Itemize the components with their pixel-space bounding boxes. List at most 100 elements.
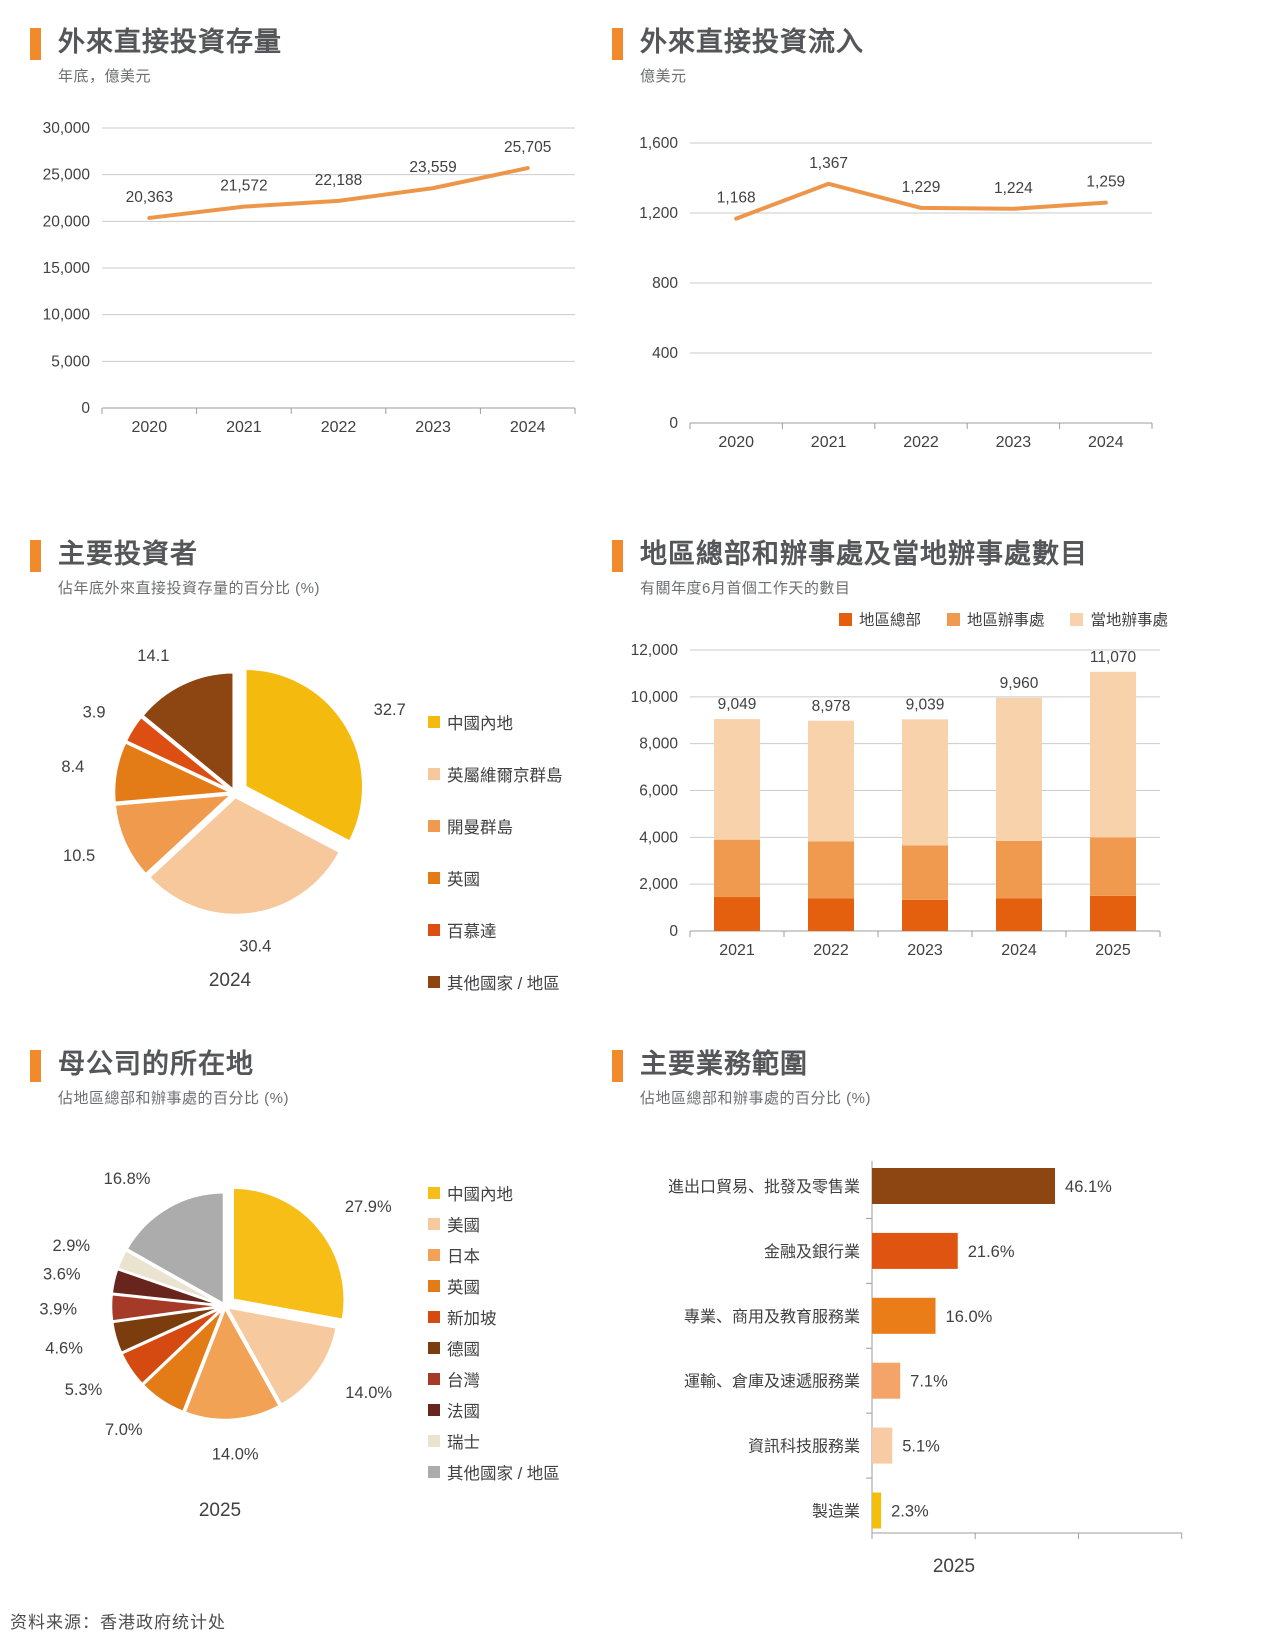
data-point-label: 1,224 <box>994 180 1033 197</box>
chart-title: 地區總部和辦事處及當地辦事處數目 <box>640 539 1088 569</box>
legend-label: 瑞士 <box>447 1434 480 1452</box>
hbar-category-label: 進出口貿易、批發及零售業 <box>668 1178 860 1196</box>
stacked-bar-legend: 地區總部 地區辦事處 當地辦事處 <box>838 608 1168 630</box>
y-tick-label: 30,000 <box>43 120 91 137</box>
x-tick-label: 2024 <box>510 419 546 436</box>
legend-swatch-icon <box>428 716 440 728</box>
title-accent-bar <box>612 28 623 60</box>
pie-slice-label: 3.9 <box>83 703 106 721</box>
legend-item: 地區辦事處 <box>946 608 1044 630</box>
y-tick-label: 20,000 <box>43 213 91 230</box>
panel-header: 主要業務範圍 佔地區總部和辦事處的百分比 (%) <box>612 1048 1240 1108</box>
line-chart-fdi-stock: 0 5,000 10,000 15,000 20,000 25,000 30,000 20,3… <box>30 116 596 466</box>
legend-item: 德國 <box>428 1336 560 1360</box>
legend-label: 開曼群島 <box>447 819 513 837</box>
bar-segment <box>902 845 948 900</box>
hbar <box>872 1232 958 1269</box>
panel-business-lines: 主要業務範圍 佔地區總部和辦事處的百分比 (%) 進出口貿易、批發及零售業 46.… <box>612 1048 1240 1588</box>
bar-segment <box>808 720 854 842</box>
legend-swatch-icon <box>1070 612 1084 626</box>
chart-title: 外來直接投資流入 <box>640 27 864 57</box>
pie-legend: 中國內地 美國 日本 英國 新加坡 德國 台灣 法國 瑞士 其他國家 / 地區 <box>428 1181 560 1491</box>
legend-label: 美國 <box>447 1217 480 1235</box>
y-tick-label: 10,000 <box>43 307 91 324</box>
header-text: 主要投資者 佔年底外來直接投資存量的百分比 (%) <box>58 538 320 598</box>
bar-total-label: 9,049 <box>718 696 757 713</box>
chart-title: 外來直接投資存量 <box>58 27 282 57</box>
pie-slice <box>113 792 234 876</box>
legend-item: 其他國家 / 地區 <box>428 1460 560 1484</box>
pie-slice-label: 2.9% <box>53 1237 91 1255</box>
bar-total-label: 9,039 <box>906 696 945 713</box>
y-tick-label: 10,000 <box>631 689 679 706</box>
hbar-chart-svg: 進出口貿易、批發及零售業 46.1% 金融及銀行業 21.6% 專業、商用及教育服務業 1… <box>668 1161 1183 1539</box>
legend-label: 英屬維爾京群島 <box>447 767 563 785</box>
bar-segment <box>1090 671 1136 838</box>
pie-slice-label: 14.0% <box>212 1446 259 1464</box>
panel-major-investors: 主要投資者 佔年底外來直接投資存量的百分比 (%) 32.7 30.4 10.5 8.… <box>30 538 602 1030</box>
legend-item: 新加坡 <box>428 1305 560 1329</box>
data-point-label: 21,572 <box>220 178 267 195</box>
title-accent-bar <box>30 28 41 60</box>
hbar-category-label: 製造業 <box>812 1503 860 1521</box>
x-tick-label: 2024 <box>1088 434 1124 451</box>
chart-subtitle: 佔年底外來直接投資存量的百分比 (%) <box>58 580 320 597</box>
legend-swatch-icon <box>428 1342 440 1354</box>
data-point-label: 1,259 <box>1086 174 1125 191</box>
panel-header: 外來直接投資存量 年底，億美元 <box>30 26 596 86</box>
hbar <box>872 1362 901 1399</box>
pie-slice-label: 3.6% <box>43 1266 81 1284</box>
bar-segment <box>808 841 854 899</box>
pie-slice-label: 32.7 <box>374 701 406 719</box>
legend-swatch-icon <box>428 1404 440 1416</box>
title-accent-bar <box>612 1050 623 1082</box>
panel-header: 母公司的所在地 佔地區總部和辦事處的百分比 (%) <box>30 1048 602 1108</box>
bar-segment <box>996 840 1042 899</box>
data-point-label: 1,229 <box>902 179 941 196</box>
legend-item: 當地辦事處 <box>1070 608 1168 630</box>
bar-segment <box>902 719 948 846</box>
line-chart-fdi-inflow: 0 400 800 1,200 1,600 1,168 2020 1,367 2021 1,229… <box>612 116 1240 481</box>
legend-item: 其他國家 / 地區 <box>428 970 563 994</box>
bar-total-label: 9,960 <box>1000 675 1039 692</box>
hbar-value-label: 16.0% <box>946 1308 993 1326</box>
legend-swatch-icon <box>428 1218 440 1230</box>
bar-segment <box>996 697 1042 841</box>
legend-item: 英屬維爾京群島 <box>428 762 563 786</box>
pie-slice-label: 8.4 <box>61 758 84 776</box>
pie-slice <box>183 1306 281 1422</box>
x-tick-label: 2022 <box>813 942 849 959</box>
y-tick-label: 2,000 <box>639 876 678 893</box>
legend-swatch-icon <box>946 612 960 626</box>
x-tick-label: 2022 <box>321 419 357 436</box>
chart-title: 主要業務範圍 <box>640 1049 808 1079</box>
data-point-label: 22,188 <box>315 172 362 189</box>
pie-slice <box>125 1191 226 1306</box>
hbar-value-label: 21.6% <box>968 1243 1015 1261</box>
legend-swatch-icon <box>428 768 440 780</box>
legend-swatch-icon <box>428 1311 440 1323</box>
header-text: 外來直接投資流入 億美元 <box>640 26 864 86</box>
header-text: 母公司的所在地 佔地區總部和辦事處的百分比 (%) <box>58 1048 289 1108</box>
x-tick-label: 2022 <box>903 434 939 451</box>
pie-slice-label: 14.1 <box>137 647 169 665</box>
pie-slice <box>124 715 234 793</box>
pie-chart-svg: 27.9% 14.0% 14.0% 7.0% 5.3% 4.6% 3.9% 3.6% 2.9% 1… <box>39 1170 392 1464</box>
legend-swatch-icon <box>428 1373 440 1385</box>
hbar-value-label: 2.3% <box>891 1503 929 1521</box>
y-tick-label: 800 <box>652 275 678 292</box>
bar-segment <box>808 898 854 931</box>
legend-swatch-icon <box>428 1280 440 1292</box>
header-text: 外來直接投資存量 年底，億美元 <box>58 26 282 86</box>
legend-label: 地區總部 <box>858 612 921 629</box>
data-point-label: 20,363 <box>126 189 173 206</box>
pie-slice-label: 5.3% <box>65 1381 103 1399</box>
data-point-label: 23,559 <box>409 159 456 176</box>
y-tick-label: 400 <box>652 345 678 362</box>
pie-chart-parent-location: 27.9% 14.0% 14.0% 7.0% 5.3% 4.6% 3.9% 3.6% 2.9% 1… <box>30 1148 602 1483</box>
pie-year-label: 2024 <box>208 970 252 991</box>
pie-slice-label: 4.6% <box>45 1339 83 1357</box>
chart-title: 主要投資者 <box>58 539 198 569</box>
bar-segment <box>996 898 1042 931</box>
y-tick-label: 15,000 <box>43 260 91 277</box>
